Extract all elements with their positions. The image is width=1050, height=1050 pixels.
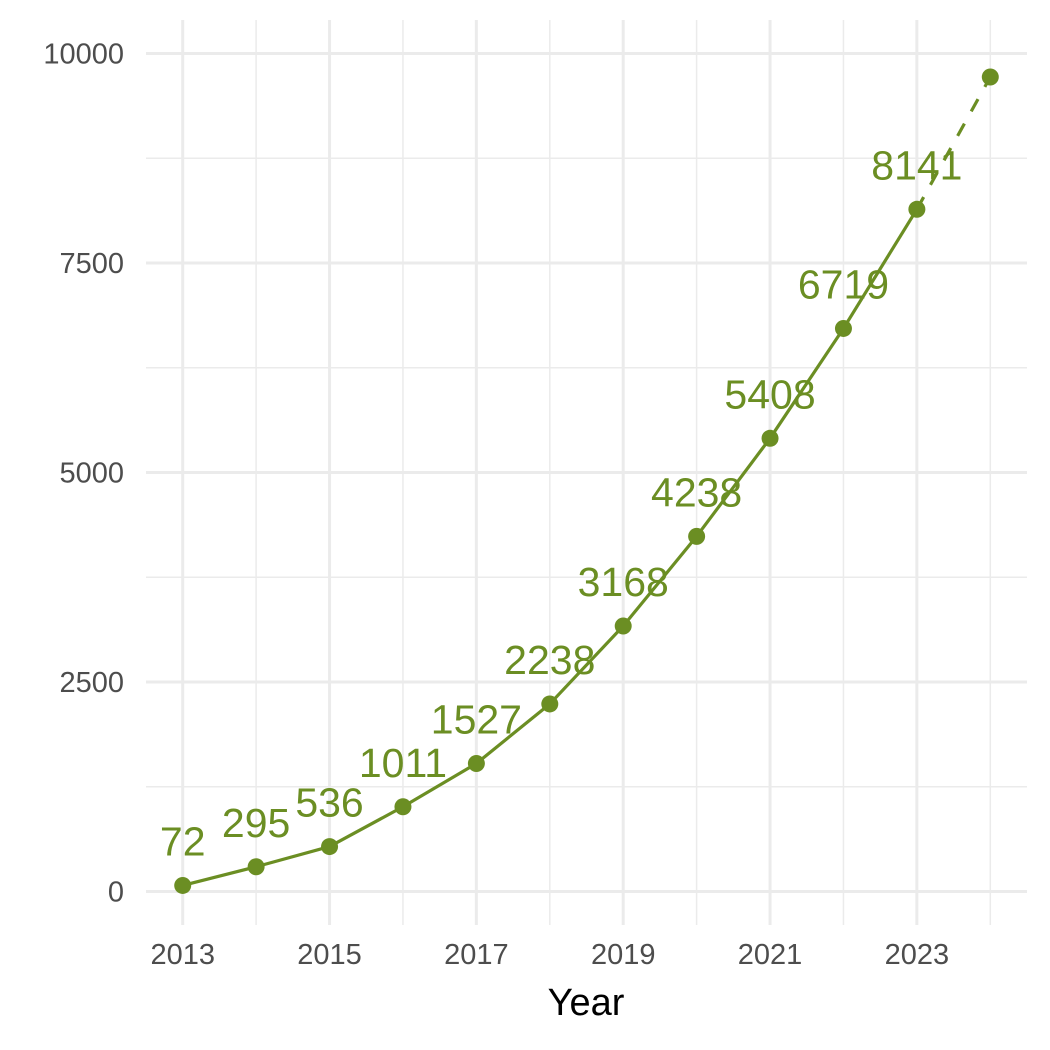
data-point bbox=[908, 200, 926, 218]
data-label: 8141 bbox=[871, 142, 962, 188]
y-tick-label: 0 bbox=[108, 876, 124, 908]
series-segment bbox=[842, 208, 919, 330]
x-tick-label: 2021 bbox=[738, 939, 803, 971]
data-point bbox=[467, 755, 485, 773]
data-label: 6719 bbox=[798, 261, 889, 307]
data-point bbox=[541, 695, 559, 713]
series-lines bbox=[182, 76, 992, 887]
series-segment bbox=[621, 535, 698, 628]
x-tick-label: 2017 bbox=[444, 939, 509, 971]
x-tick-label: 2015 bbox=[297, 939, 362, 971]
x-tick-label: 2023 bbox=[885, 939, 950, 971]
series-segment bbox=[328, 805, 404, 848]
x-axis-title: Year bbox=[548, 982, 625, 1024]
data-label: 72 bbox=[160, 818, 206, 864]
data-point bbox=[834, 319, 852, 337]
x-tick-label: 2019 bbox=[591, 939, 656, 971]
series-segment bbox=[548, 624, 625, 706]
y-axis-tick-labels: 0 2500 5000 7500 10000 bbox=[43, 39, 124, 909]
y-tick-label: 10000 bbox=[43, 39, 124, 71]
data-label: 1527 bbox=[431, 697, 522, 743]
data-label: 2238 bbox=[504, 637, 595, 683]
x-axis-tick-labels: 2013 2015 2017 2019 2021 2023 bbox=[150, 939, 949, 971]
data-label: 5408 bbox=[724, 371, 815, 417]
data-label: 4238 bbox=[651, 469, 742, 515]
y-tick-label: 2500 bbox=[59, 667, 124, 699]
data-point bbox=[247, 858, 265, 876]
series-segment bbox=[475, 702, 551, 765]
x-tick-label: 2013 bbox=[150, 939, 215, 971]
data-point bbox=[688, 527, 706, 545]
y-tick-label: 7500 bbox=[59, 248, 124, 280]
data-point bbox=[614, 617, 632, 635]
data-point bbox=[394, 798, 412, 816]
data-point bbox=[981, 68, 999, 86]
series-segment bbox=[768, 327, 845, 440]
grid-major bbox=[146, 20, 1027, 925]
data-point bbox=[321, 838, 339, 856]
data-label: 536 bbox=[295, 780, 363, 826]
series-segment bbox=[255, 845, 330, 869]
data-point bbox=[174, 876, 192, 894]
y-tick-label: 5000 bbox=[59, 458, 124, 490]
series-points bbox=[174, 68, 999, 894]
series-segment bbox=[695, 437, 772, 538]
series-segment bbox=[182, 865, 257, 887]
data-point bbox=[761, 429, 779, 447]
series-segment bbox=[402, 762, 478, 809]
data-label: 295 bbox=[222, 800, 290, 846]
data-label: 1011 bbox=[359, 740, 447, 786]
data-label: 3168 bbox=[578, 559, 669, 605]
